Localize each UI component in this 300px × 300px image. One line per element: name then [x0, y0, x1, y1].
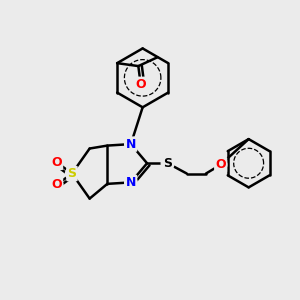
- Circle shape: [50, 156, 63, 169]
- Text: S: S: [163, 157, 172, 170]
- Circle shape: [161, 157, 174, 170]
- Text: N: N: [126, 176, 136, 189]
- Circle shape: [65, 167, 79, 180]
- Circle shape: [50, 178, 63, 191]
- Circle shape: [135, 78, 147, 90]
- Text: O: O: [51, 156, 62, 169]
- Text: O: O: [51, 178, 62, 191]
- Circle shape: [214, 158, 227, 171]
- Text: O: O: [135, 78, 146, 91]
- Text: O: O: [215, 158, 226, 171]
- Circle shape: [125, 176, 137, 189]
- Circle shape: [125, 138, 137, 150]
- Text: S: S: [68, 167, 76, 180]
- Text: N: N: [126, 138, 136, 151]
